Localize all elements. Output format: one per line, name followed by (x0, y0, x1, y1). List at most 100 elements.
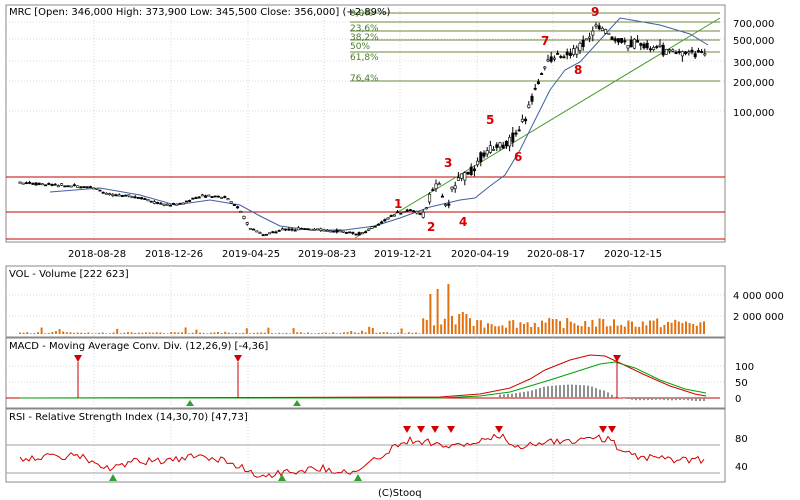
candle-210 (690, 46, 694, 55)
volume-bar-115 (433, 325, 435, 334)
volume-bar-165 (613, 319, 615, 334)
volume-bar-45 (181, 332, 183, 334)
volume-bar-162 (602, 319, 605, 334)
candle-body-182 (600, 27, 604, 31)
candle-34 (127, 194, 131, 198)
candle-body-195 (642, 43, 646, 49)
volume-bar-71 (274, 333, 277, 334)
macd-hist-bar-5 (519, 392, 521, 398)
volume-bar-175 (649, 320, 651, 334)
candle-17 (72, 183, 76, 187)
candle-12 (56, 184, 60, 188)
candle-162 (536, 78, 540, 85)
candle-body-74 (255, 230, 259, 233)
volume-bar-124 (465, 314, 468, 334)
candle-body-146 (485, 150, 489, 155)
candle-body-193 (636, 40, 640, 43)
fib-label-76-4: 76,4% (350, 74, 379, 84)
rsi-ytick-40: 40 (735, 462, 748, 473)
candle-160 (530, 93, 534, 105)
candle-145 (482, 150, 486, 159)
candle-70 (242, 215, 246, 220)
candle-175 (578, 41, 582, 55)
macd-hist-bar-17 (567, 384, 569, 398)
candle-44 (159, 201, 163, 205)
candle-body-172 (568, 52, 572, 56)
candle-body-155 (514, 132, 518, 135)
volume-bar-150 (559, 320, 561, 334)
volume-bar-3 (29, 333, 32, 334)
volume-bar-158 (587, 326, 590, 334)
candle-body-139 (463, 172, 467, 181)
candle-37 (136, 196, 140, 199)
candle-body-212 (696, 50, 700, 53)
volume-bar-133 (497, 326, 500, 334)
candle-body-119 (399, 212, 403, 215)
candle-148 (492, 146, 496, 151)
volume-bar-80 (307, 332, 309, 334)
volume-bar-123 (461, 312, 464, 334)
volume-bar-10 (55, 331, 57, 334)
candle-body-177 (584, 38, 588, 41)
candle-body-138 (460, 173, 464, 179)
candle-body-83 (284, 228, 288, 231)
candle-8 (44, 184, 48, 187)
candle-122 (408, 208, 412, 212)
wave-label-4: 4 (459, 215, 467, 229)
candle-body-114 (383, 219, 387, 222)
candle-65 (226, 198, 230, 201)
volume-bar-161 (598, 318, 601, 334)
candle-186 (613, 36, 617, 44)
candle-10 (50, 183, 54, 187)
volume-bar-102 (386, 332, 389, 334)
volume-bar-120 (451, 316, 453, 334)
candle-body-38 (140, 197, 144, 200)
candle-body-23 (92, 187, 96, 190)
volume-bar-49 (195, 329, 198, 334)
candle-body-101 (341, 230, 345, 233)
candle-59 (207, 194, 211, 197)
candle-body-112 (376, 223, 380, 226)
candle-body-32 (120, 195, 124, 197)
macd-hist-bar-34 (635, 398, 637, 401)
volume-bar-95 (361, 330, 363, 334)
candle-body-183 (604, 29, 608, 34)
volume-bar-38 (155, 332, 158, 334)
volume-bar-76 (292, 328, 295, 334)
candle-body-203 (668, 49, 672, 52)
rsi-ytick-80: 80 (735, 434, 748, 445)
macd-signal-line (20, 361, 707, 399)
fib-label-23-6: 23,6% (350, 24, 379, 34)
candle-body-65 (226, 198, 230, 201)
candle-50 (178, 202, 182, 205)
candle-87 (296, 226, 300, 231)
macd-hist-bar-48 (691, 398, 693, 401)
candle-body-78 (268, 232, 272, 235)
volume-bar-117 (440, 324, 443, 334)
volume-bar-6 (40, 327, 43, 334)
candle-body-110 (370, 226, 374, 229)
candle-body-11 (53, 183, 57, 186)
volume-bar-4 (33, 332, 36, 334)
volume-bar-55 (217, 332, 219, 334)
macd-hist-bar-44 (675, 398, 677, 401)
rsi-overbought-marker-0 (403, 426, 411, 433)
candle-body-41 (149, 200, 153, 203)
candle-123 (412, 210, 416, 213)
candle-189 (623, 37, 627, 45)
candle-body-214 (703, 53, 707, 56)
volume-bar-92 (350, 331, 353, 334)
volume-bar-63 (245, 328, 248, 334)
candle-body-145 (482, 152, 486, 157)
volume-bar-59 (231, 333, 234, 334)
wave-label-2: 2 (427, 220, 435, 234)
candle-168 (556, 50, 560, 55)
candle-194 (639, 42, 643, 51)
candle-body-188 (620, 38, 624, 43)
candle-172 (568, 48, 572, 59)
volume-bar-42 (170, 332, 173, 334)
candle-body-204 (671, 49, 675, 52)
rsi-overbought-marker-3 (447, 426, 455, 433)
candle-body-190 (626, 45, 630, 49)
